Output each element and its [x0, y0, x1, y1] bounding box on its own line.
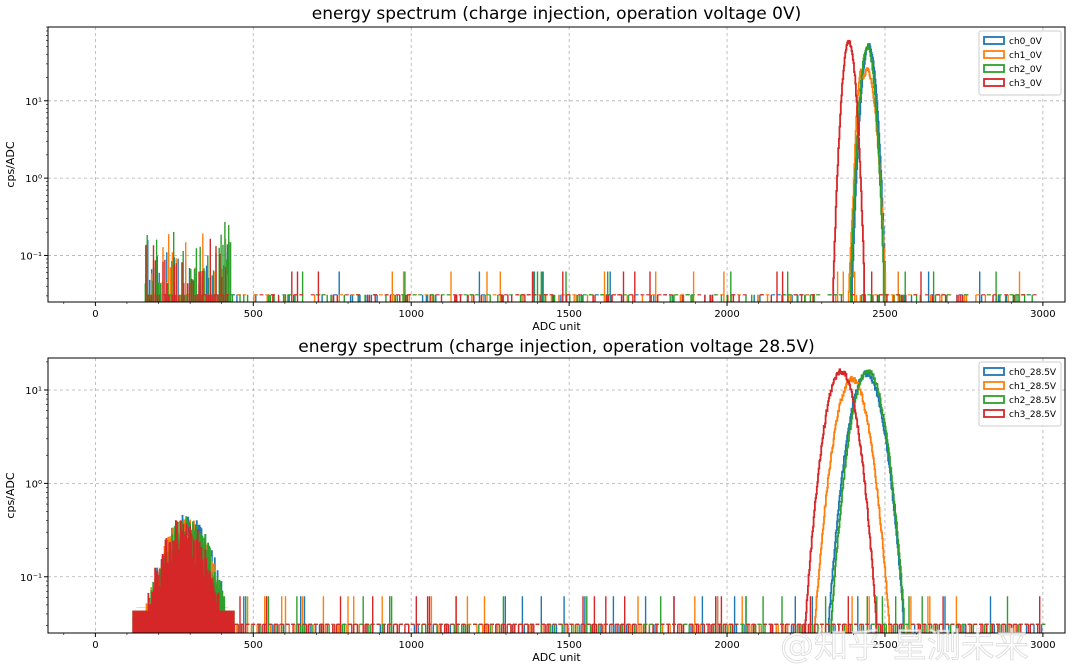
x-tick-label: 2500: [872, 640, 897, 651]
chart-title: energy spectrum (charge injection, opera…: [312, 4, 801, 24]
series-ch0_28.5V: [132, 370, 1046, 633]
x-tick-label: 500: [244, 640, 263, 651]
series-noise: [145, 238, 1015, 302]
x-tick-label: 3000: [1030, 640, 1055, 651]
series-ch2_0V: [144, 44, 1033, 302]
chart-panel-1: energy spectrum (charge injection, opera…: [4, 337, 1066, 664]
axes-frame: [47, 26, 1066, 303]
series-ch0_0V: [145, 43, 1031, 302]
y-tick-label: 10¹: [25, 386, 42, 397]
x-tick-label: 1000: [398, 309, 423, 320]
series-noise: [233, 596, 1041, 633]
series-peak: [832, 39, 865, 302]
x-tick-label: 500: [244, 309, 263, 320]
watermark: @知乎 星测未来: [780, 626, 1030, 667]
legend-label: ch3_28.5V: [1009, 410, 1057, 420]
y-axis-label: cps/ADC: [4, 472, 17, 518]
x-tick-label: 1500: [556, 309, 581, 320]
y-tick-label: 10¹: [25, 97, 42, 108]
y-tick-label: 10⁰: [25, 174, 42, 185]
plot-area: [144, 39, 1037, 302]
chart-title: energy spectrum (charge injection, opera…: [298, 337, 814, 357]
legend-label: ch0_0V: [1009, 37, 1043, 47]
legend-swatch: [983, 50, 1005, 59]
x-tick-label: 2000: [714, 640, 739, 651]
legend-label: ch1_0V: [1009, 51, 1043, 61]
x-axis-label: ADC unit: [532, 320, 581, 333]
x-axis-label: ADC unit: [532, 651, 581, 664]
legend-swatch: [983, 64, 1005, 73]
legend-swatch: [983, 36, 1005, 45]
y-tick-label: 10⁰: [25, 479, 42, 490]
legend-label: ch3_0V: [1009, 79, 1043, 89]
legend: ch0_28.5V ch1_28.5V ch2_28.5V ch3_28.5V: [978, 361, 1062, 427]
y-tick-label: 10⁻¹: [20, 573, 42, 584]
legend: ch0_0V ch1_0V ch2_0V ch3_0V: [978, 30, 1062, 96]
x-tick-label: 0: [92, 309, 98, 320]
series-ch3_28.5V: [132, 368, 1041, 633]
plot-area: [132, 368, 1046, 633]
legend-label: ch0_28.5V: [1009, 368, 1057, 378]
x-tick-label: 3000: [1030, 309, 1055, 320]
y-axis-label: cps/ADC: [4, 141, 17, 187]
x-tick-label: 2500: [872, 309, 897, 320]
x-tick-label: 1000: [398, 640, 423, 651]
chart-panel-0: energy spectrum (charge injection, opera…: [4, 4, 1066, 333]
series-noise: [145, 233, 1021, 302]
legend-swatch: [983, 395, 1005, 404]
series-peak: [830, 369, 905, 633]
legend-label: ch2_0V: [1009, 65, 1043, 75]
series-ch3_0V: [145, 39, 1037, 302]
axes-frame: [47, 357, 1066, 634]
legend-swatch: [983, 381, 1005, 390]
series-noise: [144, 221, 1033, 302]
legend-swatch: [983, 367, 1005, 376]
series-ch2_28.5V: [132, 369, 1046, 633]
series-peak: [814, 375, 890, 633]
series-peak: [804, 368, 877, 633]
legend-swatch: [983, 409, 1005, 418]
series-peak: [850, 44, 885, 302]
y-tick-label: 10⁻¹: [20, 251, 42, 262]
legend-label: ch1_28.5V: [1009, 382, 1057, 392]
series-low-energy-fill: [136, 528, 229, 608]
x-tick-label: 0: [92, 640, 98, 651]
legend-swatch: [983, 78, 1005, 87]
x-tick-label: 2000: [714, 309, 739, 320]
series-ch1_0V: [145, 67, 1026, 302]
legend-label: ch2_28.5V: [1009, 396, 1057, 406]
x-tick-label: 1500: [556, 640, 581, 651]
